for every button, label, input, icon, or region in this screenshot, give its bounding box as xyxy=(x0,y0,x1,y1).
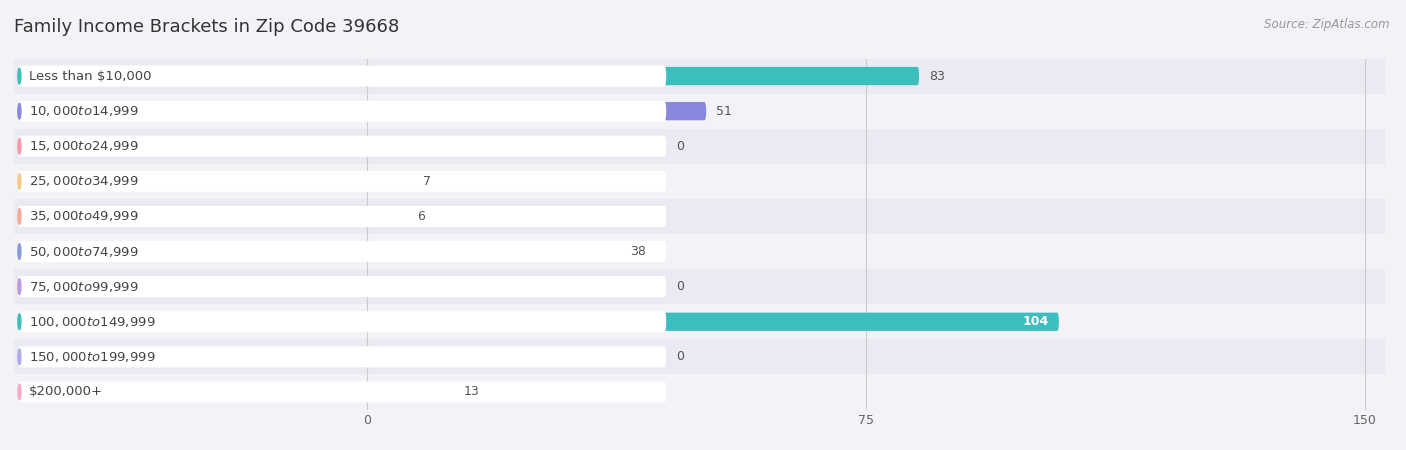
Text: Family Income Brackets in Zip Code 39668: Family Income Brackets in Zip Code 39668 xyxy=(14,18,399,36)
FancyBboxPatch shape xyxy=(17,382,666,402)
Circle shape xyxy=(18,349,21,364)
FancyBboxPatch shape xyxy=(367,102,706,120)
Bar xyxy=(14,269,1385,304)
Text: $50,000 to $74,999: $50,000 to $74,999 xyxy=(30,244,139,259)
FancyBboxPatch shape xyxy=(17,206,666,227)
Text: 104: 104 xyxy=(1022,315,1049,328)
FancyBboxPatch shape xyxy=(367,383,453,401)
Circle shape xyxy=(18,174,21,189)
FancyBboxPatch shape xyxy=(17,311,666,332)
Text: $100,000 to $149,999: $100,000 to $149,999 xyxy=(30,315,156,329)
FancyBboxPatch shape xyxy=(17,171,666,192)
Text: $10,000 to $14,999: $10,000 to $14,999 xyxy=(30,104,139,118)
FancyBboxPatch shape xyxy=(17,66,666,86)
Bar xyxy=(14,234,1385,269)
Bar xyxy=(14,374,1385,410)
FancyBboxPatch shape xyxy=(17,346,666,367)
Text: $35,000 to $49,999: $35,000 to $49,999 xyxy=(30,209,139,224)
Bar xyxy=(14,304,1385,339)
Text: 38: 38 xyxy=(630,245,645,258)
Text: $200,000+: $200,000+ xyxy=(30,386,103,398)
Text: 0: 0 xyxy=(676,351,685,363)
FancyBboxPatch shape xyxy=(367,172,413,190)
Text: Source: ZipAtlas.com: Source: ZipAtlas.com xyxy=(1264,18,1389,31)
Circle shape xyxy=(18,244,21,259)
Circle shape xyxy=(18,104,21,119)
Circle shape xyxy=(18,314,21,329)
FancyBboxPatch shape xyxy=(367,243,620,261)
Circle shape xyxy=(18,139,21,154)
FancyBboxPatch shape xyxy=(17,241,666,262)
Bar xyxy=(14,199,1385,234)
Text: 6: 6 xyxy=(416,210,425,223)
FancyBboxPatch shape xyxy=(367,313,1059,331)
Text: $15,000 to $24,999: $15,000 to $24,999 xyxy=(30,139,139,153)
Text: 51: 51 xyxy=(716,105,733,117)
Bar xyxy=(14,164,1385,199)
Bar xyxy=(14,58,1385,94)
Text: 83: 83 xyxy=(929,70,945,82)
Text: $150,000 to $199,999: $150,000 to $199,999 xyxy=(30,350,156,364)
FancyBboxPatch shape xyxy=(367,67,920,85)
Text: 13: 13 xyxy=(463,386,479,398)
Text: 7: 7 xyxy=(423,175,432,188)
Circle shape xyxy=(18,384,21,400)
FancyBboxPatch shape xyxy=(17,276,666,297)
Bar xyxy=(14,94,1385,129)
Text: $75,000 to $99,999: $75,000 to $99,999 xyxy=(30,279,139,294)
Circle shape xyxy=(18,279,21,294)
Bar xyxy=(14,129,1385,164)
FancyBboxPatch shape xyxy=(367,207,406,225)
FancyBboxPatch shape xyxy=(17,101,666,122)
FancyBboxPatch shape xyxy=(17,136,666,157)
Circle shape xyxy=(18,209,21,224)
Circle shape xyxy=(18,68,21,84)
Text: Less than $10,000: Less than $10,000 xyxy=(30,70,152,82)
Text: 0: 0 xyxy=(676,140,685,153)
Text: 0: 0 xyxy=(676,280,685,293)
Bar xyxy=(14,339,1385,374)
Text: $25,000 to $34,999: $25,000 to $34,999 xyxy=(30,174,139,189)
